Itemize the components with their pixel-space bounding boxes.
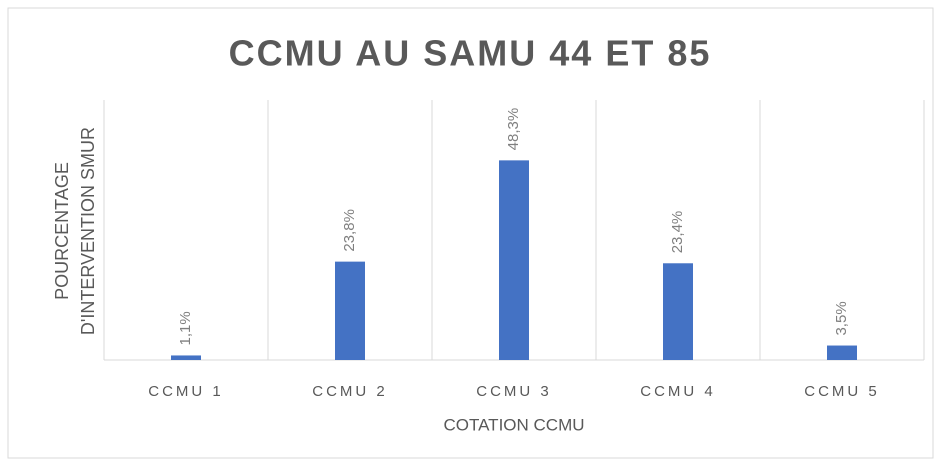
y-axis-label: POURCENTAGE D'INTERVENTION SMUR (52, 126, 98, 336)
x-tick-label: CCMU 4 (640, 383, 716, 400)
bar (663, 263, 693, 360)
x-tick-label: CCMU 1 (148, 383, 224, 400)
x-tick-label: CCMU 2 (312, 383, 388, 400)
bar (171, 355, 201, 360)
bar (827, 345, 857, 360)
x-axis-label: COTATION CCMU (443, 415, 584, 434)
data-label: 23,8% (341, 209, 358, 252)
chart-title: CCMU AU SAMU 44 ET 85 (229, 33, 712, 74)
data-label: 1,1% (177, 311, 194, 345)
data-label: 3,5% (833, 301, 850, 335)
chart-border (7, 7, 934, 459)
x-tick-label: CCMU 5 (804, 383, 880, 400)
x-tick-label: CCMU 3 (476, 383, 552, 400)
data-label: 23,4% (669, 211, 686, 254)
bar (335, 261, 365, 360)
bar (499, 160, 529, 360)
data-label: 48,3% (505, 108, 522, 151)
